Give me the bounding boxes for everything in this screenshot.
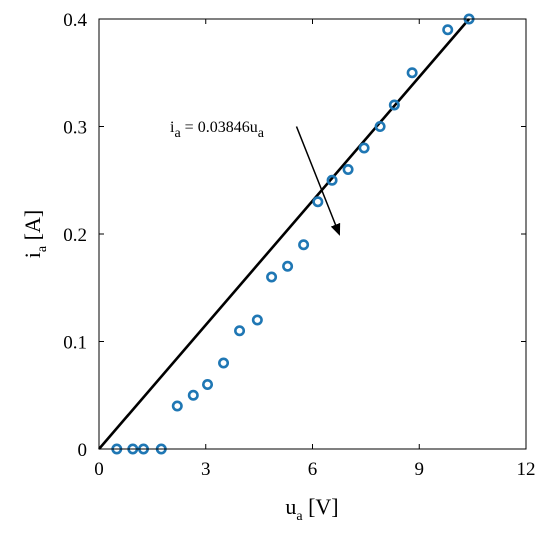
y-axis-label-sub: a bbox=[35, 245, 50, 252]
data-point bbox=[218, 357, 230, 369]
x-tick-label: 3 bbox=[201, 459, 211, 480]
data-point bbox=[266, 271, 278, 283]
x-tick-label: 9 bbox=[415, 459, 425, 480]
data-point bbox=[187, 389, 199, 401]
data-point bbox=[374, 121, 386, 133]
x-axis-label: ua [V] bbox=[285, 494, 338, 524]
data-point bbox=[202, 378, 214, 390]
y-tick-label: 0.2 bbox=[63, 225, 87, 246]
data-point bbox=[342, 164, 354, 176]
data-point bbox=[298, 239, 310, 251]
annotation-sub2: a bbox=[258, 126, 265, 141]
data-point bbox=[234, 325, 246, 337]
data-points bbox=[111, 13, 475, 455]
data-point bbox=[251, 314, 263, 326]
y-tick-label: 0.3 bbox=[63, 118, 87, 139]
axis-tick-labels: 0 3 6 9 12 0 0.1 0.2 0.3 0.4 bbox=[63, 10, 535, 480]
data-point bbox=[326, 174, 338, 186]
x-tick-label: 6 bbox=[308, 459, 318, 480]
y-axis-label-main: i bbox=[20, 252, 45, 258]
y-axis-label: ia [A] bbox=[20, 210, 50, 258]
plot-area bbox=[99, 19, 526, 449]
annotation-main: i bbox=[170, 119, 175, 136]
annotation-sub1: a bbox=[174, 126, 181, 141]
x-tick-label: 12 bbox=[517, 459, 536, 480]
x-axis-label-unit: [V] bbox=[303, 494, 339, 519]
data-point bbox=[406, 67, 418, 79]
annotation-arrow bbox=[295, 126, 341, 236]
data-point bbox=[358, 142, 370, 154]
y-tick-label: 0 bbox=[78, 440, 88, 461]
fit-line bbox=[98, 18, 471, 450]
data-point bbox=[282, 260, 294, 272]
annotation-mid: = 0.03846u bbox=[181, 119, 258, 136]
plot-frame bbox=[98, 18, 527, 450]
data-point bbox=[312, 196, 324, 208]
y-axis-label-unit: [A] bbox=[20, 210, 45, 246]
data-point bbox=[442, 24, 454, 36]
data-point bbox=[171, 400, 183, 412]
y-tick-label: 0.1 bbox=[63, 333, 87, 354]
x-tick-label: 0 bbox=[94, 459, 104, 480]
x-axis-label-main: u bbox=[285, 494, 296, 519]
annotation-label: ia = 0.03846ua bbox=[170, 119, 265, 141]
y-tick-label: 0.4 bbox=[63, 10, 87, 31]
x-axis-label-sub: a bbox=[296, 509, 303, 524]
data-point bbox=[388, 99, 400, 111]
